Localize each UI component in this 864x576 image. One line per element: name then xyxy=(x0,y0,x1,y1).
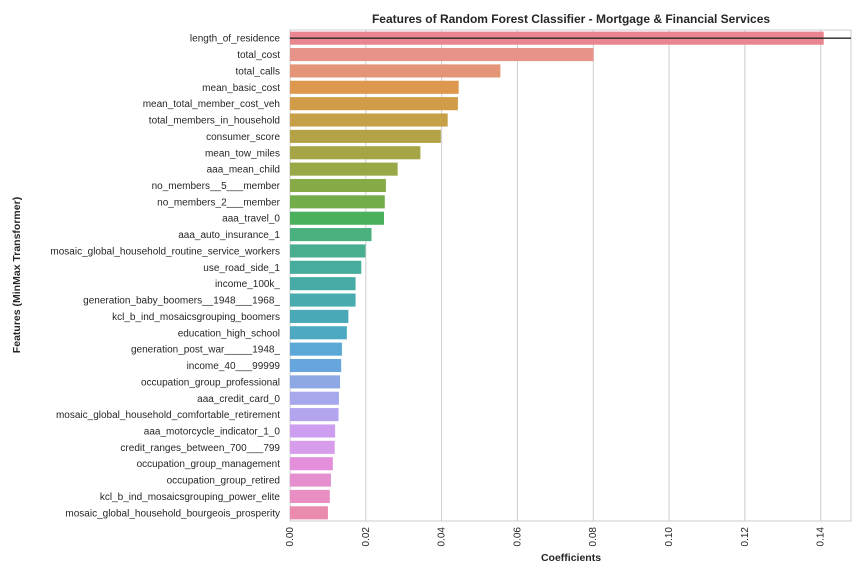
x-axis-label: Coefficients xyxy=(541,552,601,564)
x-tick-label: 0.00 xyxy=(285,527,296,547)
bar xyxy=(290,293,356,307)
y-tick-label: mean_total_member_cost_veh xyxy=(143,99,280,110)
bar xyxy=(290,358,342,373)
y-tick-label: mosaic_global_household_bourgeois_prospe… xyxy=(65,508,280,519)
y-tick-label: no_members_2___member xyxy=(157,197,281,208)
x-tick-label: 0.08 xyxy=(588,527,599,547)
chart-title: Features of Random Forest Classifier - M… xyxy=(372,12,770,26)
bar xyxy=(290,391,339,405)
y-tick-label: use_road_side_1 xyxy=(203,263,280,274)
y-tick-label: length_of_residence xyxy=(190,34,281,45)
x-tick-label: 0.06 xyxy=(512,527,523,547)
y-tick-label: total_calls xyxy=(236,66,280,77)
bar xyxy=(290,48,594,62)
y-tick-label: credit_ranges_between_700___799 xyxy=(120,443,280,454)
y-tick-label: mosaic_global_household_comfortable_reti… xyxy=(56,410,280,421)
x-tick-label: 0.02 xyxy=(361,527,372,547)
y-tick-label: occupation_group_management xyxy=(137,459,281,470)
y-tick-label: kcl_b_ind_mosaicsgrouping_boomers xyxy=(112,312,280,323)
bar xyxy=(290,326,347,340)
y-tick-label: occupation_group_professional xyxy=(141,377,280,388)
bar xyxy=(290,178,386,193)
plot-area xyxy=(289,29,852,522)
y-tick-label: generation_post_war_____1948_ xyxy=(131,345,280,356)
bar xyxy=(290,64,501,78)
bar xyxy=(290,342,342,356)
y-tick-label: education_high_school xyxy=(178,328,280,339)
bar xyxy=(290,146,421,160)
y-tick-label: mosaic_global_household_routine_service_… xyxy=(50,246,280,257)
bar xyxy=(290,97,458,111)
y-tick-label: mean_tow_miles xyxy=(205,148,280,159)
y-axis-label: Features (MinMax Transformer) xyxy=(11,197,23,353)
bar xyxy=(290,424,336,438)
y-tick-label: generation_baby_boomers__1948___1968_ xyxy=(83,296,280,307)
x-tick-label: 0.10 xyxy=(664,527,675,547)
x-tick-label: 0.12 xyxy=(740,527,751,547)
y-tick-label: occupation_group_retired xyxy=(167,476,280,487)
bar xyxy=(290,489,330,503)
bar xyxy=(290,260,362,274)
bar xyxy=(290,309,349,323)
y-tick-label: mean_basic_cost xyxy=(202,83,280,94)
x-tick-labels: 0.00 0.02 0.04 0.06 0.08 0.10 0.12 0.14 xyxy=(285,527,827,547)
bar xyxy=(290,506,328,520)
y-tick-label: income_100k_ xyxy=(215,279,280,290)
bar xyxy=(290,244,366,258)
y-tick-label: no_members__5___member xyxy=(152,181,281,192)
bar xyxy=(290,162,398,176)
y-tick-label: aaa_motorcycle_indicator_1_0 xyxy=(144,426,281,437)
y-tick-label: total_members_in_household xyxy=(149,116,280,127)
y-tick-label: aaa_travel_0 xyxy=(222,214,280,225)
bar xyxy=(290,473,331,487)
bar xyxy=(290,195,385,209)
bar xyxy=(290,457,333,471)
bar xyxy=(290,113,448,127)
gridlines xyxy=(289,30,822,521)
y-tick-label: kcl_b_ind_mosaicsgrouping_power_elite xyxy=(100,492,281,503)
y-tick-label: aaa_auto_insurance_1 xyxy=(178,230,280,241)
bar xyxy=(290,129,441,143)
bar xyxy=(290,277,356,291)
bar xyxy=(290,228,372,242)
bar xyxy=(290,408,339,422)
y-tick-label: total_cost xyxy=(237,50,280,61)
y-tick-labels: length_of_residence total_cost total_calls… xyxy=(50,34,280,520)
bar xyxy=(290,440,335,454)
bar xyxy=(290,211,385,225)
bar xyxy=(290,80,459,94)
y-tick-label: consumer_score xyxy=(206,132,280,143)
bar xyxy=(290,375,341,389)
y-tick-label: income_40___99999 xyxy=(187,361,281,372)
y-tick-label: aaa_mean_child xyxy=(207,165,280,176)
x-tick-label: 0.14 xyxy=(816,527,827,547)
y-tick-label: aaa_credit_card_0 xyxy=(197,394,280,405)
x-tick-label: 0.04 xyxy=(437,527,448,547)
